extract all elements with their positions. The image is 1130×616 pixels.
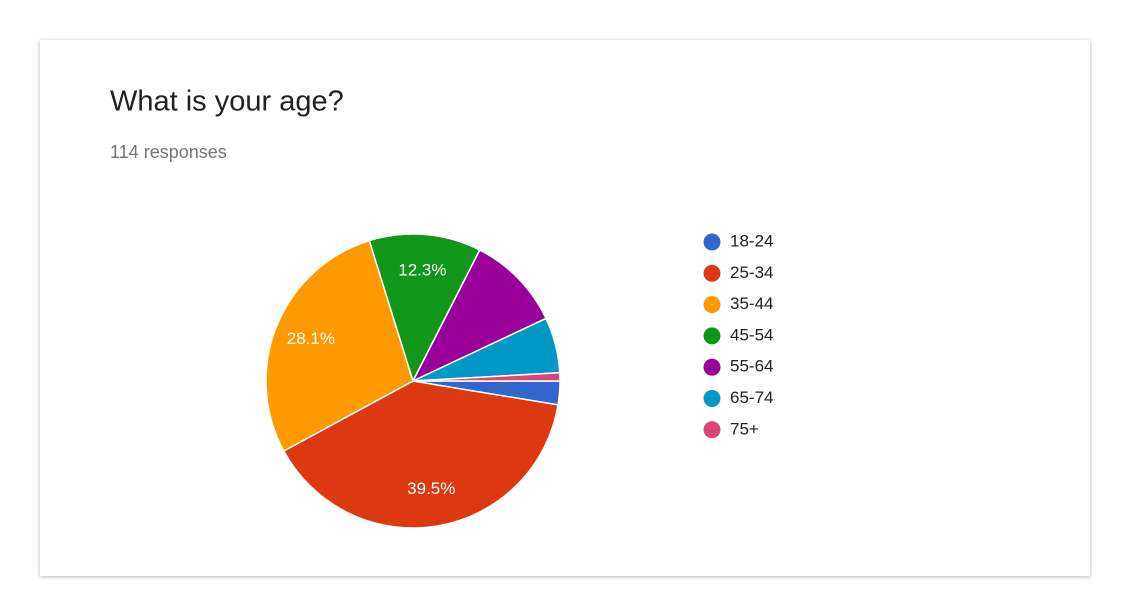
- legend-label: 18-24: [730, 231, 773, 250]
- pie-slice: [368, 233, 481, 383]
- legend-label: 25-34: [730, 263, 773, 282]
- legend-label: 45-54: [730, 325, 773, 344]
- legend-swatch: [703, 233, 721, 251]
- slice-label: 28.1%: [287, 329, 335, 348]
- legend-swatch: [703, 327, 721, 345]
- legend-swatch: [703, 264, 721, 282]
- legend-swatch: [703, 296, 721, 314]
- legend-label: 55-64: [730, 357, 773, 376]
- pie-slice: [411, 249, 548, 383]
- slice-label: 39.5%: [407, 479, 455, 498]
- legend-swatch: [703, 390, 721, 407]
- legend-swatch: [703, 421, 721, 439]
- legend-label: 75+: [730, 419, 759, 438]
- chart-title: What is your age?: [110, 86, 344, 118]
- chart-subtitle: 114 responses: [110, 142, 227, 162]
- slice-label: 12.3%: [398, 261, 446, 280]
- legend-label: 65-74: [730, 388, 773, 407]
- pie-slice: [282, 380, 559, 529]
- pie-slice: [265, 239, 414, 453]
- legend-swatch: [703, 358, 721, 376]
- legend-label: 35-44: [730, 294, 773, 313]
- card: [40, 40, 1090, 576]
- pie-slice: [412, 371, 561, 382]
